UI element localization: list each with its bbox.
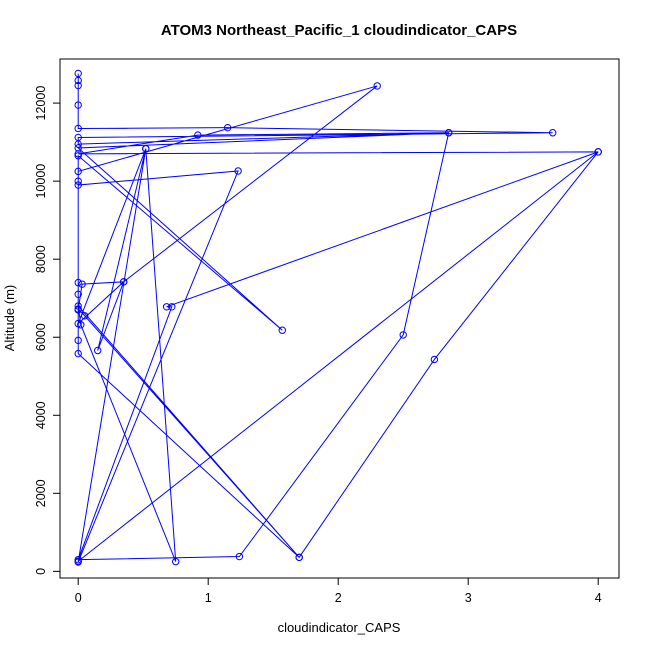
data-point bbox=[74, 101, 82, 109]
data-point bbox=[74, 290, 82, 299]
data-point bbox=[194, 131, 202, 139]
data-point bbox=[74, 76, 82, 85]
data-point bbox=[77, 321, 85, 329]
data-point bbox=[74, 177, 82, 185]
data-point bbox=[78, 280, 86, 288]
y-tick-label: 10000 bbox=[34, 164, 48, 199]
data-point bbox=[74, 278, 82, 287]
y-tick-label: 8000 bbox=[34, 245, 48, 273]
x-tick-label: 0 bbox=[75, 591, 82, 605]
data-point bbox=[81, 312, 89, 320]
y-tick-label: 2000 bbox=[34, 479, 48, 507]
data-point bbox=[74, 144, 82, 152]
data-point bbox=[74, 140, 82, 148]
data-point bbox=[168, 303, 176, 311]
y-tick-label: 12000 bbox=[34, 86, 48, 121]
data-point bbox=[235, 552, 244, 561]
data-point bbox=[74, 336, 82, 345]
data-point bbox=[74, 167, 82, 176]
data-point bbox=[74, 557, 82, 565]
data-point bbox=[74, 69, 82, 78]
x-tick-label: 1 bbox=[205, 591, 212, 605]
data-point bbox=[445, 129, 453, 137]
y-tick-label: 0 bbox=[34, 568, 48, 575]
data-point bbox=[172, 557, 180, 566]
data-point bbox=[373, 82, 381, 90]
data-point bbox=[234, 167, 242, 175]
y-tick-label: 4000 bbox=[34, 401, 48, 429]
y-axis-label: Altitude (m) bbox=[2, 285, 17, 351]
series-layer bbox=[76, 73, 599, 563]
x-axis: 0 1 2 3 4 bbox=[75, 578, 602, 605]
y-tick-label: 6000 bbox=[34, 323, 48, 351]
data-point bbox=[74, 150, 82, 158]
data-point bbox=[74, 181, 82, 189]
x-axis-label: cloudindicator_CAPS bbox=[278, 620, 401, 635]
x-tick-label: 2 bbox=[335, 591, 342, 605]
series-line bbox=[76, 73, 599, 563]
data-point bbox=[74, 349, 82, 358]
x-tick-label: 3 bbox=[465, 591, 472, 605]
data-point bbox=[594, 148, 602, 156]
data-point bbox=[120, 278, 128, 286]
data-point bbox=[399, 331, 407, 339]
data-point bbox=[224, 123, 232, 132]
chart-title: ATOM3 Northeast_Pacific_1 cloudindicator… bbox=[161, 22, 517, 39]
y-axis: 0 2000 4000 6000 8000 10000 12000 bbox=[34, 86, 60, 575]
points-layer bbox=[74, 69, 602, 566]
data-point bbox=[142, 145, 150, 153]
data-point bbox=[74, 152, 82, 160]
plot-frame bbox=[59, 58, 620, 579]
data-point bbox=[74, 302, 82, 310]
data-point bbox=[74, 306, 82, 314]
data-point bbox=[430, 355, 439, 364]
data-point bbox=[295, 553, 303, 562]
data-point bbox=[94, 346, 102, 355]
data-point bbox=[74, 124, 82, 133]
data-point bbox=[162, 303, 171, 311]
data-point bbox=[278, 326, 286, 334]
data-point bbox=[549, 129, 557, 137]
x-tick-label: 4 bbox=[595, 591, 602, 605]
data-point bbox=[74, 81, 82, 90]
